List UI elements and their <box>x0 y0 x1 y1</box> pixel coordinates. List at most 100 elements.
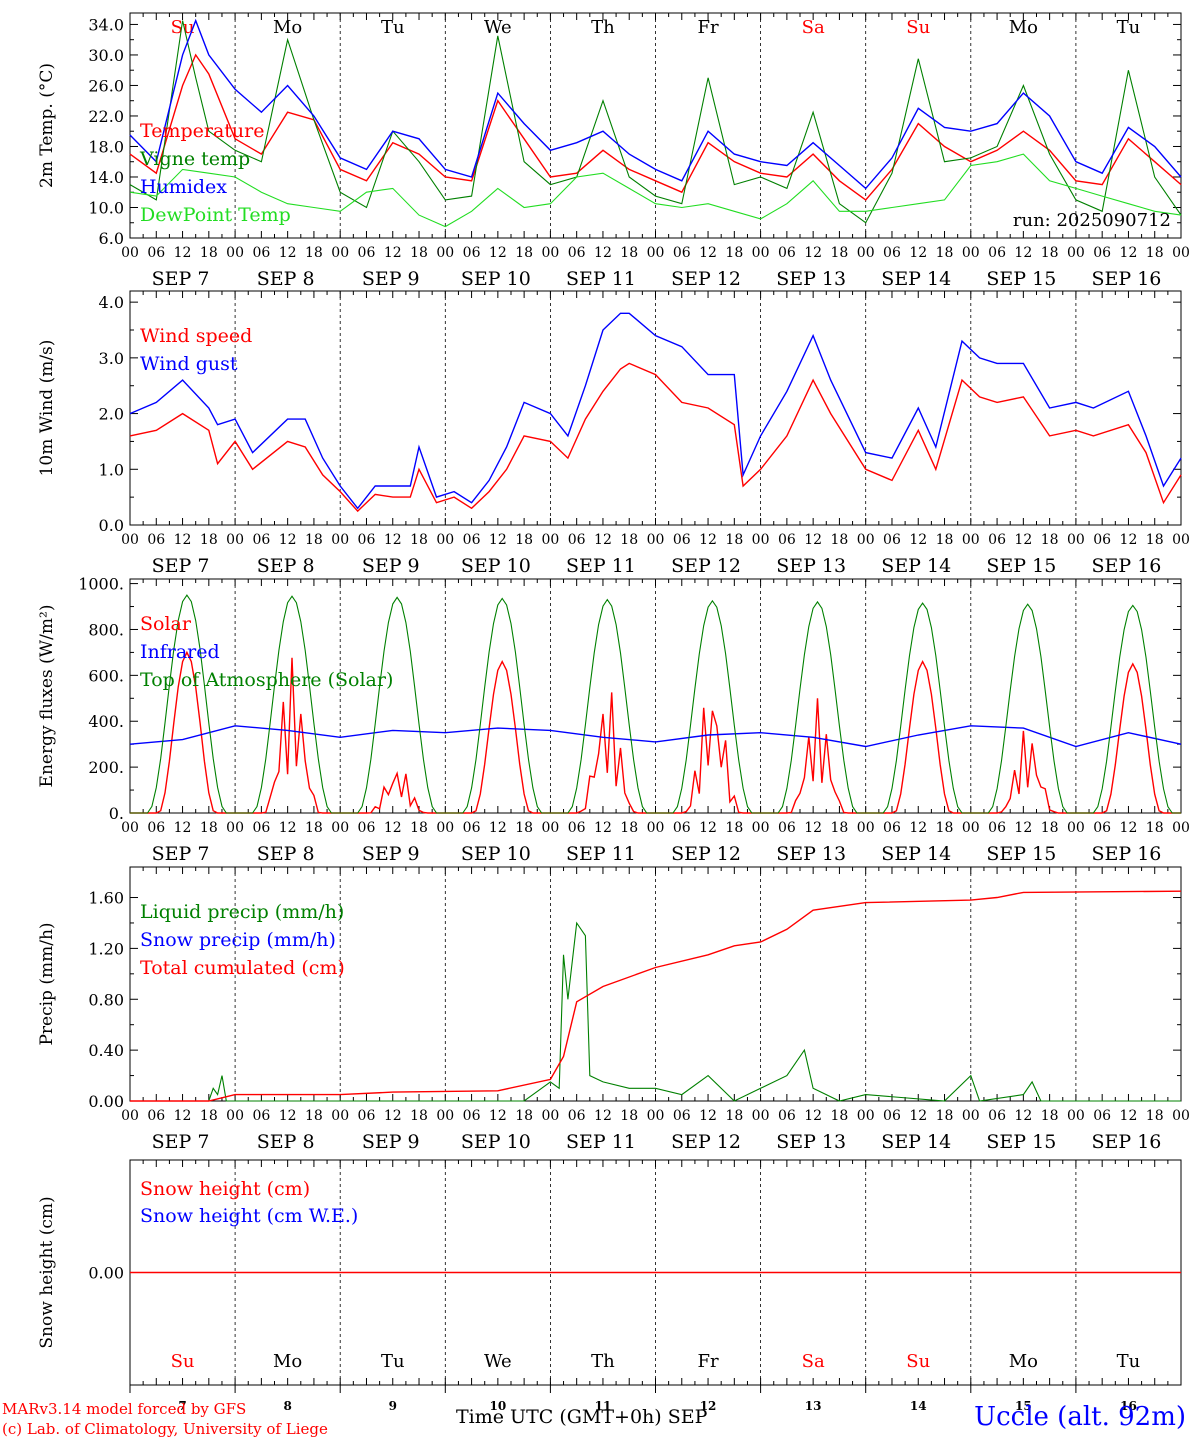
date-label: SEP 14 <box>881 555 951 577</box>
hour-label: 06 <box>147 532 165 548</box>
y-tick-label: 200. <box>88 758 124 777</box>
date-label: SEP 9 <box>362 268 420 290</box>
hour-label: 12 <box>384 820 402 836</box>
hour-label: 18 <box>515 245 533 261</box>
hour-label: 06 <box>988 532 1006 548</box>
series-line-liquid-precip-mm-h- <box>130 921 1181 1102</box>
date-label: SEP 7 <box>152 555 210 577</box>
hour-label: 12 <box>279 532 297 548</box>
weekday-label: Th <box>591 1351 615 1372</box>
hour-label: 18 <box>200 1108 218 1124</box>
hour-label: 00 <box>1172 532 1190 548</box>
hour-label: 00 <box>647 1108 665 1124</box>
hour-label: 06 <box>883 245 901 261</box>
hour-label: 06 <box>358 532 376 548</box>
legend-entry: Wind gust <box>140 353 238 375</box>
hour-label: 00 <box>752 532 770 548</box>
hour-label: 12 <box>174 1108 192 1124</box>
hour-label: 06 <box>252 820 270 836</box>
hour-label: 12 <box>699 245 717 261</box>
date-label: SEP 16 <box>1092 555 1162 577</box>
date-label: SEP 8 <box>257 1131 315 1153</box>
date-label: SEP 11 <box>566 555 636 577</box>
hour-label: 06 <box>1093 820 1111 836</box>
hour-label: 18 <box>200 820 218 836</box>
hour-label: 00 <box>962 820 980 836</box>
legend-entry: Snow precip (mm/h) <box>140 929 336 951</box>
y-axis-label: 10m Wind (m/s) <box>37 340 57 477</box>
weekday-label: Fr <box>698 17 719 38</box>
y-tick-label: 10.0 <box>88 198 124 217</box>
y-tick-label: 600. <box>88 666 124 685</box>
hour-label: 18 <box>1041 245 1059 261</box>
date-label: SEP 7 <box>152 268 210 290</box>
legend-entry: Total cumulated (cm) <box>140 957 345 979</box>
date-label: SEP 7 <box>152 843 210 865</box>
day-number: 11 <box>595 1399 612 1413</box>
series-line-top-of-atmosphere-solar- <box>130 594 1181 814</box>
hour-label: 00 <box>1067 1108 1085 1124</box>
hour-label: 12 <box>909 245 927 261</box>
hour-label: 12 <box>1120 532 1138 548</box>
panel-energy: 0. 200. 400. 600. 800. 1000. Energy fluxes (W/… <box>37 575 1190 865</box>
hour-label: 00 <box>121 1108 139 1124</box>
hour-label: 00 <box>226 1108 244 1124</box>
hour-label: 00 <box>1067 532 1085 548</box>
y-tick-label: 1.0 <box>99 460 124 479</box>
hour-label: 06 <box>147 820 165 836</box>
hour-label: 18 <box>831 820 849 836</box>
hour-label: 12 <box>594 245 612 261</box>
date-label: SEP 11 <box>566 1131 636 1153</box>
hour-label: 18 <box>936 1108 954 1124</box>
y-tick-label: 34.0 <box>88 15 124 34</box>
hour-label: 18 <box>1041 820 1059 836</box>
hour-label: 12 <box>384 1108 402 1124</box>
hour-label: 00 <box>1067 245 1085 261</box>
hour-label: 00 <box>857 245 875 261</box>
weekday-label: Sa <box>802 1351 825 1372</box>
hour-label: 06 <box>252 1108 270 1124</box>
hour-label: 18 <box>1041 532 1059 548</box>
station-name: Uccle (alt. 92m) <box>974 1402 1186 1432</box>
hour-label: 18 <box>1146 245 1164 261</box>
hour-label: 00 <box>647 245 665 261</box>
hour-label: 12 <box>489 1108 507 1124</box>
hour-label: 00 <box>1172 245 1190 261</box>
hour-label: 06 <box>358 1108 376 1124</box>
day-number: 8 <box>283 1399 291 1413</box>
hour-label: 12 <box>1014 245 1032 261</box>
weekday-label: Th <box>591 17 615 38</box>
hour-label: 00 <box>1172 820 1190 836</box>
hour-label: 18 <box>725 1108 743 1124</box>
hour-label: 06 <box>463 532 481 548</box>
hour-label: 18 <box>410 245 428 261</box>
hour-label: 18 <box>410 1108 428 1124</box>
date-label: SEP 10 <box>461 1131 531 1153</box>
series-line-wind-gust <box>129 312 1182 510</box>
y-tick-label: 0.0 <box>99 516 124 535</box>
hour-label: 18 <box>410 820 428 836</box>
date-label: SEP 10 <box>461 555 531 577</box>
hour-label: 00 <box>1067 820 1085 836</box>
hour-label: 12 <box>279 1108 297 1124</box>
date-label: SEP 14 <box>881 268 951 290</box>
weekday-label: Su <box>171 1351 195 1372</box>
hour-label: 06 <box>358 820 376 836</box>
panel-snow: 0.00 Snow height (cm) Su 7 Mo 8 Tu 9 We 10 Th 11 Fr 1… <box>37 1159 1182 1413</box>
y-axis-label: Energy fluxes (W/m²) <box>37 605 57 788</box>
hour-label: 00 <box>541 245 559 261</box>
hour-label: 12 <box>384 532 402 548</box>
hour-label: 06 <box>147 245 165 261</box>
y-tick-label: 18.0 <box>88 137 124 156</box>
hour-label: 12 <box>1120 820 1138 836</box>
date-label: SEP 12 <box>671 268 741 290</box>
y-axis-label: 2m Temp. (°C) <box>37 63 57 188</box>
hour-label: 12 <box>909 532 927 548</box>
day-number: 12 <box>700 1399 717 1413</box>
hour-label: 12 <box>489 532 507 548</box>
date-label: SEP 13 <box>776 1131 846 1153</box>
series-line-vigne-temp <box>129 20 1182 224</box>
lab-credit: (c) Lab. of Climatology, University of L… <box>2 1420 328 1438</box>
hour-label: 06 <box>568 820 586 836</box>
hour-label: 06 <box>1093 1108 1111 1124</box>
